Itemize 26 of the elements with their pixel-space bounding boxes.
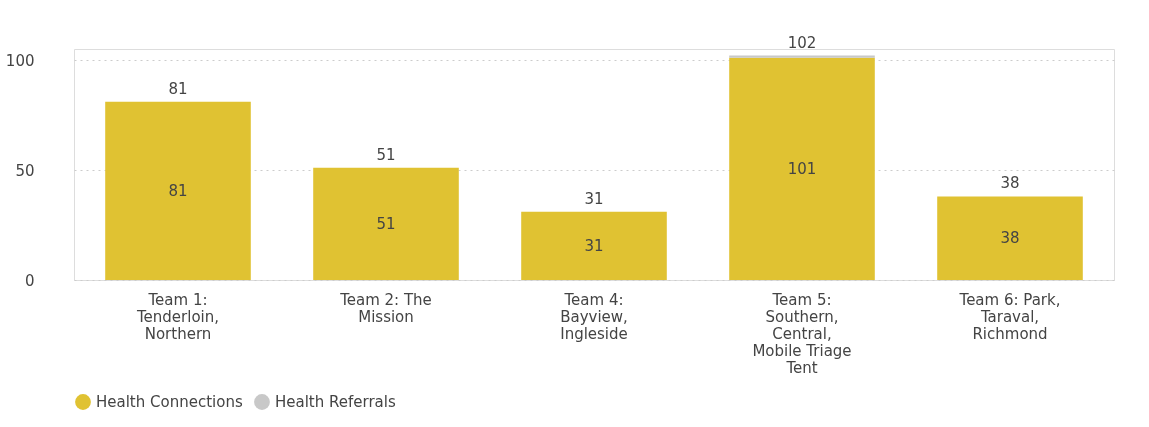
data-label: 38 — [1000, 229, 1020, 248]
bar — [105, 101, 251, 280]
x-tick-label: Team 4: Bayview, Ingleside — [560, 290, 628, 343]
y-tick-label: 100 — [5, 51, 35, 70]
data-label: 81 — [168, 181, 188, 200]
data-label: 101 — [787, 159, 817, 178]
total-label: 31 — [584, 189, 604, 208]
x-tick-label: Team 1: Tenderloin, Northern — [135, 290, 220, 343]
y-tick-label: 0 — [24, 271, 35, 290]
x-tick-label: Team 5: Southern, Central, Mobile Triage Tent — [752, 290, 852, 377]
total-label: 102 — [787, 33, 817, 52]
total-label: 51 — [376, 145, 396, 164]
legend-label: Health Referrals — [275, 393, 396, 411]
bar — [729, 57, 875, 280]
bar — [313, 167, 459, 280]
bar — [521, 211, 667, 280]
bar — [937, 196, 1083, 280]
x-tick-label: Team 6: Park, Taraval, Richmond — [958, 290, 1061, 343]
data-label: 51 — [376, 214, 396, 233]
bar — [729, 55, 875, 58]
total-label: 81 — [168, 79, 188, 98]
x-tick-label: Team 2: The Mission — [339, 290, 432, 326]
total-label: 38 — [1000, 174, 1020, 193]
y-tick-label: 50 — [15, 161, 35, 180]
legend-label: Health Connections — [96, 393, 243, 411]
data-label: 31 — [584, 236, 604, 255]
